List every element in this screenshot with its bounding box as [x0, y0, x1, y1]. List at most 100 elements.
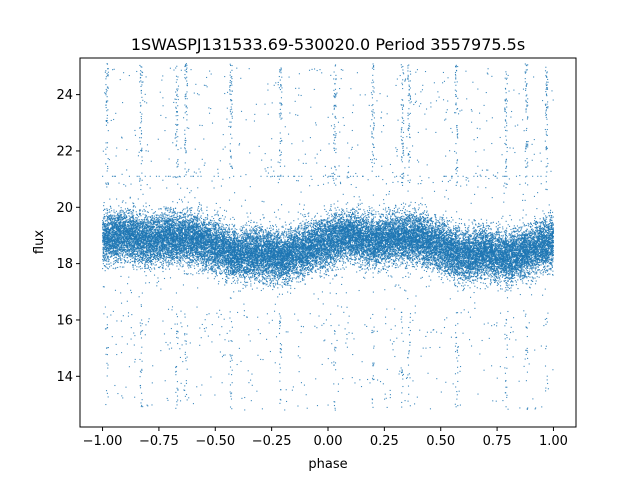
data-point	[215, 202, 217, 204]
data-point	[311, 264, 313, 266]
data-point	[189, 236, 191, 238]
data-point	[283, 241, 285, 243]
data-point	[176, 255, 178, 257]
data-point	[109, 222, 111, 224]
data-point	[138, 216, 140, 218]
data-point	[512, 228, 514, 230]
data-point	[451, 276, 453, 278]
data-point	[283, 243, 285, 245]
data-point	[372, 254, 374, 256]
data-point	[203, 235, 206, 238]
data-point	[146, 250, 148, 252]
data-point	[254, 238, 256, 240]
data-point	[316, 265, 318, 267]
data-point	[326, 230, 328, 232]
data-point	[121, 262, 123, 264]
data-point	[433, 235, 435, 237]
data-point	[466, 233, 468, 235]
data-point	[307, 260, 309, 262]
data-point	[176, 229, 178, 231]
data-point	[430, 237, 432, 239]
data-point	[436, 227, 438, 229]
data-point	[447, 264, 449, 266]
data-point	[160, 233, 162, 235]
data-point	[281, 204, 283, 206]
data-point	[502, 235, 504, 237]
data-point	[293, 260, 295, 262]
data-point	[125, 261, 127, 263]
data-point	[493, 267, 495, 269]
data-point	[482, 246, 484, 248]
data-point	[473, 271, 475, 273]
data-point	[432, 257, 434, 259]
data-point	[130, 250, 132, 253]
data-point	[149, 175, 151, 177]
data-point	[204, 319, 206, 321]
data-point	[532, 259, 534, 261]
data-point	[231, 255, 233, 257]
data-point	[355, 262, 357, 264]
data-point	[529, 270, 531, 272]
data-point	[220, 231, 222, 233]
data-point	[333, 253, 335, 255]
data-point	[524, 240, 526, 243]
data-point	[282, 234, 284, 236]
data-point	[160, 236, 162, 238]
data-point	[288, 240, 290, 243]
data-point	[331, 175, 333, 177]
data-point	[338, 260, 340, 262]
data-point	[473, 282, 475, 284]
data-point	[345, 214, 347, 216]
data-point	[216, 248, 218, 251]
data-point	[496, 251, 498, 254]
data-point	[385, 225, 387, 227]
data-point	[154, 211, 156, 213]
data-point	[441, 240, 443, 242]
data-point	[381, 226, 383, 228]
data-point	[528, 247, 531, 249]
data-point	[322, 227, 324, 230]
data-point	[148, 318, 150, 320]
data-point	[304, 213, 306, 216]
data-point	[132, 238, 134, 240]
data-point	[317, 268, 319, 270]
data-point	[476, 260, 478, 262]
data-point	[417, 253, 419, 255]
data-point	[548, 240, 550, 242]
data-point	[384, 235, 386, 237]
data-point	[443, 224, 445, 226]
data-point	[116, 221, 118, 223]
data-point	[378, 223, 380, 225]
data-point	[371, 260, 373, 262]
data-point	[190, 273, 192, 275]
data-point	[148, 216, 150, 218]
data-point	[360, 223, 362, 225]
data-point	[169, 223, 171, 225]
data-point	[455, 268, 457, 270]
data-point	[329, 282, 331, 284]
data-point	[474, 193, 476, 195]
data-point	[224, 268, 226, 271]
data-point	[381, 231, 383, 233]
data-point	[133, 268, 135, 270]
data-point	[330, 213, 332, 215]
data-point	[221, 215, 224, 217]
data-point	[383, 249, 385, 251]
data-point	[470, 266, 472, 268]
data-point	[456, 286, 458, 288]
data-point	[461, 273, 464, 275]
data-point	[392, 255, 394, 258]
data-point	[290, 285, 292, 287]
data-point	[213, 245, 215, 247]
data-point	[225, 278, 227, 281]
data-point	[295, 230, 297, 232]
data-point	[489, 273, 491, 275]
data-point	[497, 247, 499, 249]
data-point	[505, 284, 507, 286]
data-point	[462, 332, 464, 334]
data-point	[474, 241, 476, 243]
data-point	[261, 275, 263, 277]
data-point	[374, 267, 377, 269]
data-point	[439, 261, 441, 263]
data-point	[199, 216, 201, 218]
